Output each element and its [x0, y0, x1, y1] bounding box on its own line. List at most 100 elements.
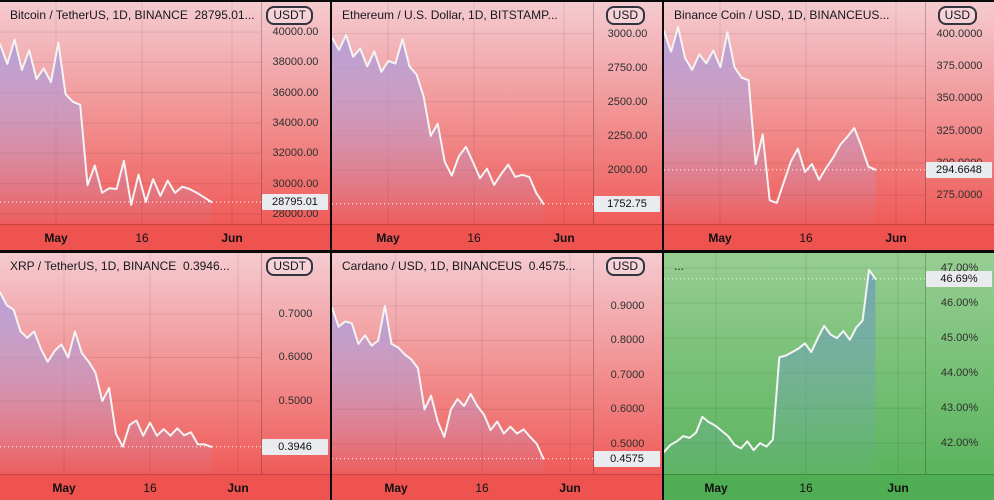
time-axis[interactable]: May 16 Jun: [0, 224, 330, 250]
time-axis-label: May: [44, 230, 68, 245]
chart-title[interactable]: ...: [674, 259, 685, 273]
chart-panel-bitcoin[interactable]: 40000.00 38000.00 36000.00 34000.00 32000.00…: [0, 2, 330, 250]
chart-title[interactable]: XRP / TetherUS, 1D, BINANCE 0.3946...: [10, 259, 230, 273]
price-tick-label: 30000.00: [272, 177, 319, 190]
price-tick-label: 350.0000: [936, 92, 983, 105]
price-tick-label: 2750.00: [607, 61, 648, 74]
price-line: [0, 291, 213, 448]
price-tick-label: 43.00%: [940, 402, 979, 415]
chart-title[interactable]: Bitcoin / TetherUS, 1D, BINANCE 28795.01…: [10, 8, 255, 22]
price-scale[interactable]: 0.9000 0.8000 0.7000 0.6000 0.5000: [593, 253, 662, 475]
time-axis[interactable]: May 16 Jun: [0, 474, 330, 500]
price-tick-label: 2250.00: [607, 129, 648, 142]
price-scale-separator: [261, 2, 262, 250]
time-axis-label: May: [376, 230, 400, 245]
price-line: [332, 34, 545, 205]
time-axis-label: 16: [799, 480, 813, 495]
time-axis-label: May: [52, 480, 76, 495]
chart-title[interactable]: Ethereum / U.S. Dollar, 1D, BITSTAMP...: [342, 8, 558, 22]
current-price-tag: 294.6648: [926, 161, 992, 178]
price-tick-label: 45.00%: [940, 332, 979, 345]
price-tick-label: 42.00%: [940, 437, 979, 450]
currency-toggle-button[interactable]: USDT: [266, 6, 313, 25]
current-price-tag: 0.3946: [262, 438, 328, 455]
currency-toggle-button[interactable]: USD: [937, 6, 977, 25]
price-line: [664, 26, 877, 204]
time-axis-label: 16: [467, 230, 481, 245]
price-tick-label: 0.6000: [610, 403, 645, 416]
price-chart-svg: [664, 253, 925, 475]
price-tick-label: 32000.00: [272, 147, 319, 160]
currency-toggle-button[interactable]: USDT: [266, 257, 313, 276]
chart-panel-xrp[interactable]: 0.7000 0.6000 0.5000 May 16 Jun XRP / Tether…: [0, 253, 330, 500]
price-scale[interactable]: 3000.00 2750.00 2500.00 2250.00 2000.00: [593, 2, 662, 225]
price-tick-label: 2000.00: [607, 164, 648, 177]
price-tick-label: 28000.00: [272, 208, 319, 221]
time-axis-label: May: [708, 230, 732, 245]
area-fill: [332, 35, 544, 225]
time-axis-label: May: [384, 480, 408, 495]
price-tick-label: 400.0000: [936, 27, 983, 40]
chart-panel-ethereum[interactable]: 3000.00 2750.00 2500.00 2250.00 2000.00 May 1…: [332, 2, 662, 250]
price-tick-label: 38000.00: [272, 56, 319, 69]
price-scale[interactable]: 0.7000 0.6000 0.5000: [261, 253, 330, 475]
currency-toggle-button[interactable]: USD: [605, 257, 645, 276]
time-axis[interactable]: May 16 Jun: [664, 474, 994, 500]
time-axis-label: Jun: [221, 230, 243, 245]
price-chart-svg: [664, 2, 925, 226]
currency-toggle-button[interactable]: USD: [605, 6, 645, 25]
price-chart-svg: [332, 253, 593, 475]
price-scale-separator: [925, 2, 926, 250]
price-tick-label: 0.5000: [610, 437, 645, 450]
price-scale-separator: [593, 253, 594, 500]
time-axis-label: May: [704, 480, 728, 495]
chart-title[interactable]: Cardano / USD, 1D, BINANCEUS 0.4575...: [342, 259, 576, 273]
time-axis-label: 16: [135, 230, 149, 245]
price-tick-label: 46.00%: [940, 297, 979, 310]
chart-panel-dominance[interactable]: 47.00% 46.00% 45.00% 44.00% 43.00% 42.00% May…: [664, 253, 994, 500]
price-tick-label: 36000.00: [272, 86, 319, 99]
chart-title[interactable]: Binance Coin / USD, 1D, BINANCEUS...: [674, 8, 890, 22]
price-tick-label: 3000.00: [607, 27, 648, 40]
price-tick-label: 0.9000: [610, 300, 645, 312]
area-fill: [0, 292, 212, 475]
time-axis-label: 16: [799, 230, 813, 245]
chart-panel-cardano[interactable]: 0.9000 0.8000 0.7000 0.6000 0.5000 May 16 Jun …: [332, 253, 662, 500]
price-scale[interactable]: 40000.00 38000.00 36000.00 34000.00 32000.00…: [261, 2, 330, 225]
time-axis-label: Jun: [559, 480, 581, 495]
price-chart-svg: [332, 2, 593, 225]
price-scale-separator: [593, 2, 594, 250]
current-price-tag: 46.69%: [926, 270, 992, 287]
time-axis-label: Jun: [887, 480, 909, 495]
time-axis[interactable]: May 16 Jun: [332, 474, 662, 500]
time-axis-label: Jun: [885, 230, 907, 245]
time-axis[interactable]: May 16 Jun: [332, 224, 662, 250]
price-tick-label: 34000.00: [272, 117, 319, 129]
price-tick-label: 0.7000: [278, 308, 313, 320]
area-fill: [664, 269, 876, 475]
price-scale-separator: [925, 253, 926, 500]
time-axis-label: 16: [475, 480, 489, 495]
price-line: [664, 268, 877, 453]
price-scale[interactable]: 47.00% 46.00% 45.00% 44.00% 43.00% 42.00%: [925, 253, 994, 475]
price-tick-label: 0.5000: [278, 394, 313, 407]
price-scale-separator: [261, 253, 262, 500]
area-fill: [332, 306, 544, 475]
price-tick-label: 2500.00: [607, 95, 648, 108]
current-price-tag: 0.4575: [594, 450, 660, 467]
price-scale[interactable]: 400.0000375.0000350.0000325.0000300.0000…: [925, 2, 994, 225]
price-tick-label: 0.6000: [278, 351, 313, 364]
price-tick-label: 44.00%: [940, 367, 979, 380]
area-fill: [0, 39, 212, 225]
chart-panel-binance-coin[interactable]: 400.0000375.0000350.0000325.0000300.0000…: [664, 2, 994, 250]
time-axis[interactable]: May 16 Jun: [664, 224, 994, 250]
time-axis-label: Jun: [553, 230, 575, 245]
price-tick-label: 40000.00: [272, 26, 319, 38]
price-tick-label: 375.0000: [936, 59, 983, 72]
price-tick-label: 325.0000: [936, 124, 983, 137]
time-axis-label: 16: [143, 480, 157, 495]
current-price-tag: 1752.75: [594, 195, 660, 212]
price-line: [332, 305, 545, 460]
price-tick-label: 0.8000: [610, 334, 645, 347]
